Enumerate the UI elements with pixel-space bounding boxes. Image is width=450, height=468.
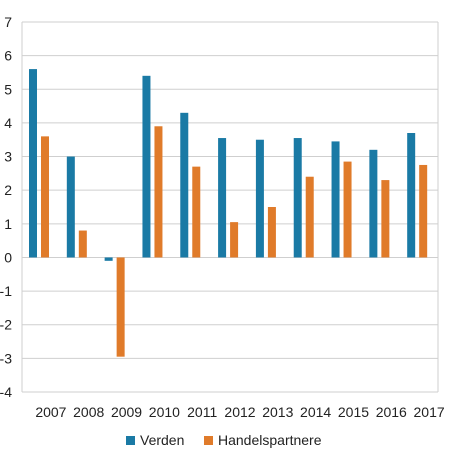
bar-handelspartnere-2011 <box>192 166 201 258</box>
y-tick-label: 2 <box>4 182 12 198</box>
y-tick-label: 6 <box>4 48 12 64</box>
bar-verden-2011 <box>180 112 189 258</box>
bar-verden-2010 <box>142 75 151 258</box>
bar-handelspartnere-2008 <box>78 230 87 258</box>
legend-swatch-verden <box>126 436 135 445</box>
bar-handelspartnere-2009 <box>116 257 125 357</box>
y-tick-label: -2 <box>0 317 12 333</box>
bar-handelspartnere-2010 <box>154 126 163 258</box>
x-tick-label: 2012 <box>224 404 255 420</box>
bar-handelspartnere-2012 <box>230 222 239 258</box>
x-tick-label: 2009 <box>111 404 142 420</box>
legend: Verden Handelspartnere <box>126 432 322 448</box>
y-tick-label: 5 <box>4 81 12 97</box>
bar-handelspartnere-2016 <box>381 180 390 258</box>
y-tick-label: -4 <box>0 384 12 400</box>
legend-label-verden: Verden <box>140 432 184 448</box>
bar-handelspartnere-2013 <box>267 207 276 258</box>
x-tick-label: 2017 <box>414 404 445 420</box>
bar-verden-2007 <box>29 69 37 258</box>
bar-verden-2013 <box>255 139 264 258</box>
bar-verden-2012 <box>218 138 227 258</box>
bar-verden-2017 <box>407 133 416 258</box>
y-tick-label: 1 <box>4 216 12 232</box>
x-tick-label: 2015 <box>338 404 369 420</box>
bar-handelspartnere-2014 <box>305 176 314 258</box>
x-tick-label: 2007 <box>35 404 66 420</box>
y-axis-tick-labels: 7 6 5 4 3 2 1 0 -1 -2 -3 -4 <box>0 14 12 400</box>
bar-handelspartnere-2007 <box>41 136 49 258</box>
y-tick-label: 7 <box>4 14 12 30</box>
bar-verden-2015 <box>331 141 340 258</box>
bar-handelspartnere-2015 <box>343 161 352 258</box>
x-axis-tick-labels: 2007 2008 2009 2010 2011 2012 2013 2014 2015 2016… <box>35 404 445 420</box>
x-tick-label: 2010 <box>149 404 180 420</box>
bar-verden-2016 <box>369 149 378 258</box>
bar-verden-2009 <box>104 257 113 261</box>
y-tick-label: 3 <box>4 149 12 165</box>
legend-label-handelspartnere: Handelspartnere <box>218 432 322 448</box>
bar-verden-2014 <box>293 138 302 258</box>
y-tick-label: -3 <box>0 350 12 366</box>
x-tick-label: 2016 <box>376 404 407 420</box>
y-tick-label: -1 <box>0 283 12 299</box>
x-tick-label: 2014 <box>300 404 331 420</box>
bar-handelspartnere-2017 <box>419 164 428 258</box>
grid-lines <box>21 21 439 393</box>
y-tick-label: 0 <box>4 249 12 265</box>
x-tick-label: 2011 <box>187 404 217 420</box>
bar-verden-2008 <box>66 156 75 258</box>
legend-swatch-handelspartnere <box>204 436 213 445</box>
y-tick-label: 4 <box>4 115 12 131</box>
x-tick-label: 2008 <box>73 404 104 420</box>
x-tick-label: 2013 <box>262 404 293 420</box>
bars <box>29 69 428 357</box>
